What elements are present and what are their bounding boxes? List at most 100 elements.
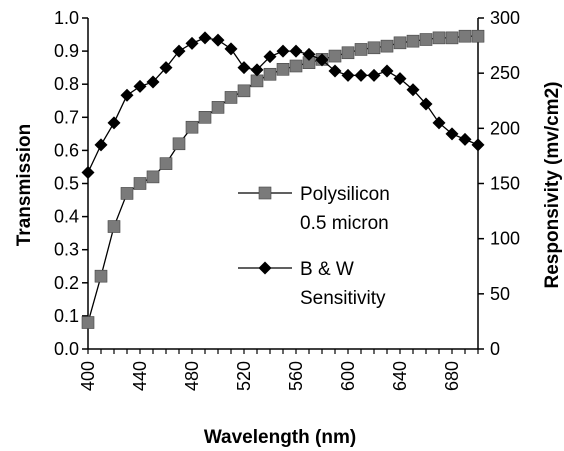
data-point — [367, 41, 381, 55]
series-layer — [81, 29, 485, 329]
y-tick-label: 0.6 — [54, 140, 79, 160]
y-tick-label: 0.1 — [54, 306, 79, 326]
data-point — [328, 49, 342, 63]
x-tick-label: 600 — [338, 361, 358, 391]
data-point — [354, 43, 368, 56]
data-point — [94, 138, 108, 152]
data-point — [133, 79, 147, 93]
data-point — [315, 53, 329, 67]
series-line — [87, 35, 478, 323]
data-point — [471, 29, 485, 43]
y-tick-label: 0.0 — [54, 339, 79, 359]
data-point — [445, 31, 459, 45]
data-point — [354, 68, 368, 82]
legend-label: 0.5 micron — [300, 213, 389, 234]
legend-label: Polysilicon — [300, 184, 390, 205]
y2-tick-label: 0 — [490, 339, 500, 359]
data-point — [81, 165, 95, 179]
legend-marker — [258, 261, 272, 275]
data-point — [224, 42, 238, 56]
data-point — [276, 63, 290, 76]
y-tick-label: 0.4 — [54, 207, 79, 227]
data-point — [302, 47, 316, 61]
data-point — [146, 170, 160, 184]
data-point — [172, 137, 186, 151]
data-point — [81, 316, 95, 329]
data-point — [341, 68, 355, 82]
y-tick-label: 0.9 — [54, 41, 79, 61]
data-point — [237, 61, 251, 75]
y-tick-label: 0.8 — [54, 74, 79, 94]
data-point — [146, 75, 160, 89]
series-2 — [81, 31, 485, 179]
data-point — [471, 138, 485, 152]
data-point — [289, 44, 303, 58]
data-point — [380, 64, 394, 78]
y2-tick-label: 200 — [490, 118, 520, 138]
data-point — [211, 101, 225, 114]
legend: Polysilicon 0.5 micron B & W Sensitivity — [238, 184, 390, 309]
data-point — [458, 29, 472, 43]
data-point — [94, 269, 108, 283]
data-point — [263, 50, 277, 64]
series-1 — [81, 29, 485, 329]
x-axis-title: Wavelength (nm) — [204, 427, 356, 448]
data-point — [211, 33, 225, 47]
y-axis-title: Transmission — [14, 124, 35, 247]
y2-tick-label: 150 — [490, 174, 520, 194]
data-point — [393, 72, 407, 86]
y-tick-label: 0.7 — [54, 107, 79, 127]
x-tick-label: 640 — [390, 361, 410, 391]
y2-tick-label: 300 — [490, 8, 520, 28]
legend-marker — [258, 186, 272, 200]
x-tick-label: 560 — [286, 361, 306, 391]
data-point — [120, 88, 134, 102]
data-point — [432, 116, 446, 130]
data-point — [341, 46, 355, 60]
data-point — [419, 97, 433, 111]
y-tick-label: 0.5 — [54, 174, 79, 194]
data-point — [406, 83, 420, 97]
legend-label: Sensitivity — [300, 288, 386, 309]
data-point — [406, 34, 420, 48]
data-point — [185, 120, 199, 134]
data-point — [393, 36, 407, 50]
x-tick-label: 480 — [182, 361, 202, 391]
y2-axis-title: Responsivity (mv/cm2) — [542, 82, 563, 289]
data-point — [432, 31, 446, 45]
y2-tick-label: 50 — [490, 284, 510, 304]
x-tick-label: 680 — [442, 361, 462, 391]
data-point — [198, 31, 212, 45]
data-point — [185, 36, 199, 50]
axes: 0.0 0.1 0.2 0.3 0.4 0.5 0.6 0.7 0.8 0.9 1.0 0 50 100 1… — [54, 8, 520, 391]
y2-tick-label: 100 — [490, 229, 520, 249]
data-point — [198, 111, 212, 124]
x-tick-label: 400 — [78, 361, 98, 391]
data-point — [224, 91, 238, 104]
series-line — [87, 37, 479, 173]
data-point — [263, 67, 277, 81]
legend-label: B & W — [300, 259, 354, 280]
data-point — [289, 59, 303, 73]
data-point — [445, 127, 459, 141]
legend-entry-2: B & W Sensitivity — [238, 259, 386, 309]
data-point — [458, 132, 472, 146]
data-point — [237, 84, 251, 98]
data-point — [276, 44, 290, 58]
data-point — [380, 39, 394, 53]
data-point — [250, 74, 264, 88]
x-tick-label: 440 — [130, 361, 150, 391]
data-point — [172, 44, 186, 58]
data-point — [159, 157, 173, 170]
data-point — [107, 220, 121, 233]
data-point — [419, 33, 433, 46]
data-point — [159, 61, 173, 75]
data-point — [133, 177, 147, 190]
y-tick-label: 1.0 — [54, 8, 79, 28]
data-point — [250, 63, 264, 77]
y2-tick-label: 250 — [490, 63, 520, 83]
data-point — [107, 116, 121, 130]
legend-entry-1: Polysilicon 0.5 micron — [238, 184, 390, 234]
data-point — [367, 68, 381, 82]
